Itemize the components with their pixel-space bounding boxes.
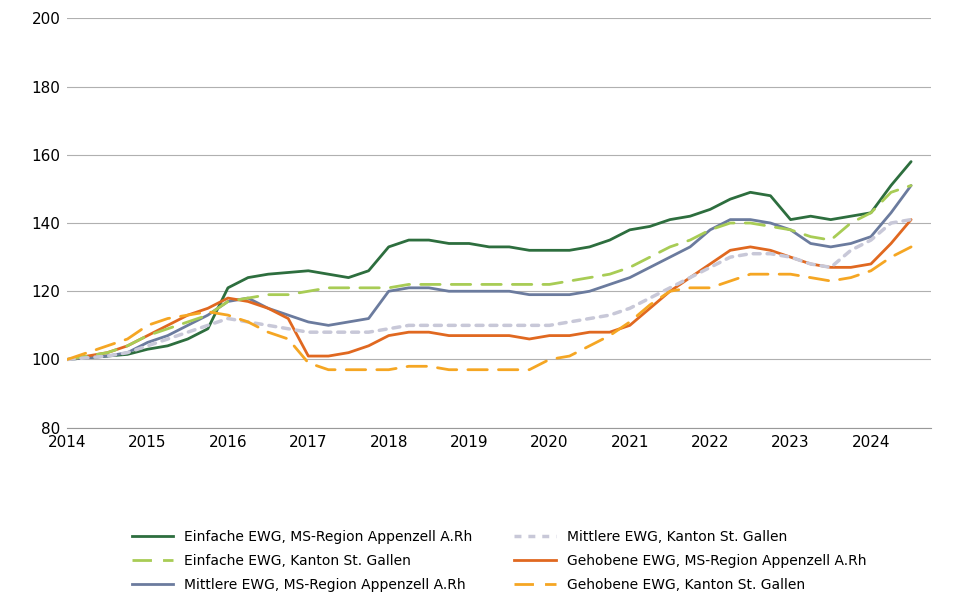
Legend: Einfache EWG, MS-Region Appenzell A.Rh, Einfache EWG, Kanton St. Gallen, Mittler: Einfache EWG, MS-Region Appenzell A.Rh, … [126,525,873,598]
